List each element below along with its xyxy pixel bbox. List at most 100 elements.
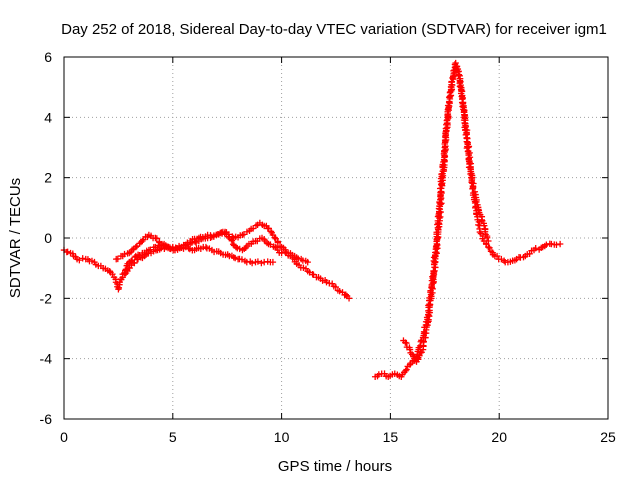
data-marker [224,251,231,258]
data-marker [258,259,265,267]
data-marker [64,248,71,256]
data-marker [139,254,146,262]
data-marker [109,270,116,278]
data-marker [156,239,163,246]
data-marker [375,371,383,378]
series-track-d [371,62,564,380]
data-marker [249,225,257,232]
series-track-e [400,59,492,365]
data-marker [431,267,438,275]
data-marker [416,352,423,359]
data-marker [214,231,222,238]
data-marker [546,240,554,248]
data-marker [192,239,200,247]
data-marker [260,222,268,230]
y-axis-label: SDTVAR / TECUs [7,178,24,298]
data-point [556,240,564,248]
data-marker [463,144,471,152]
data-marker [267,228,275,235]
x-tick-label: 0 [60,429,68,445]
data-marker [473,198,480,206]
data-marker [153,235,161,242]
data-marker [511,257,519,264]
data-marker [455,71,462,79]
x-tick-label: 5 [169,429,177,445]
data-marker [469,184,477,192]
data-marker [215,248,222,255]
data-marker [97,262,105,270]
data-marker [72,253,79,261]
data-marker [276,249,283,256]
data-marker [267,258,274,266]
y-tick-label: 2 [44,170,52,186]
x-tick-label: 20 [491,429,507,445]
data-marker [293,260,300,267]
data-marker [274,239,282,246]
data-marker [136,240,143,247]
data-marker [329,280,336,287]
data-marker [241,245,248,253]
data-marker [418,349,425,356]
data-marker [456,83,464,90]
data-marker [246,227,253,234]
data-marker [432,264,439,271]
data-marker [256,235,263,242]
data-marker [449,74,456,82]
data-marker [218,229,225,236]
data-marker [310,271,317,278]
data-marker [184,239,191,246]
data-point [452,59,459,67]
data-marker [254,258,262,265]
data-marker [161,245,168,252]
data-marker [467,170,474,178]
data-marker [263,239,271,247]
data-marker [237,232,244,239]
data-marker [276,242,284,250]
data-marker [126,264,133,272]
data-marker [486,244,493,251]
data-marker [420,338,427,345]
data-marker [289,251,296,259]
data-marker [414,348,422,355]
data-marker [230,242,238,249]
data-marker [495,255,502,263]
data-marker [124,250,131,257]
data-marker [202,233,209,240]
data-marker [302,257,309,265]
data-marker [462,131,470,139]
data-marker [79,255,86,262]
data-marker [435,226,442,234]
data-marker [483,241,490,248]
data-marker [210,232,218,239]
data-marker [197,245,205,252]
x-tick-label: 10 [274,429,290,445]
data-marker [489,251,497,258]
data-marker [481,222,488,229]
x-tick-label: 25 [600,429,616,445]
data-marker [230,254,237,261]
data-marker [460,106,467,113]
data-marker [302,265,310,272]
data-markers [60,59,564,380]
data-marker [193,235,201,243]
data-marker [228,237,236,244]
x-axis-label: GPS time / hours [278,458,392,475]
data-marker [520,253,527,261]
data-marker [243,242,251,250]
data-marker [406,344,413,351]
data-marker [426,309,433,316]
x-tick-label: 15 [383,429,399,445]
series-track-c [121,243,277,278]
data-marker [133,256,141,263]
data-marker [461,111,468,118]
data-marker [268,229,275,236]
y-tick-label: -6 [40,411,53,427]
grid-lines [64,57,608,419]
data-marker [76,256,83,264]
data-marker [532,245,539,252]
data-marker [241,257,249,265]
data-marker [538,244,545,252]
data-marker [483,234,491,241]
data-marker [131,259,138,267]
